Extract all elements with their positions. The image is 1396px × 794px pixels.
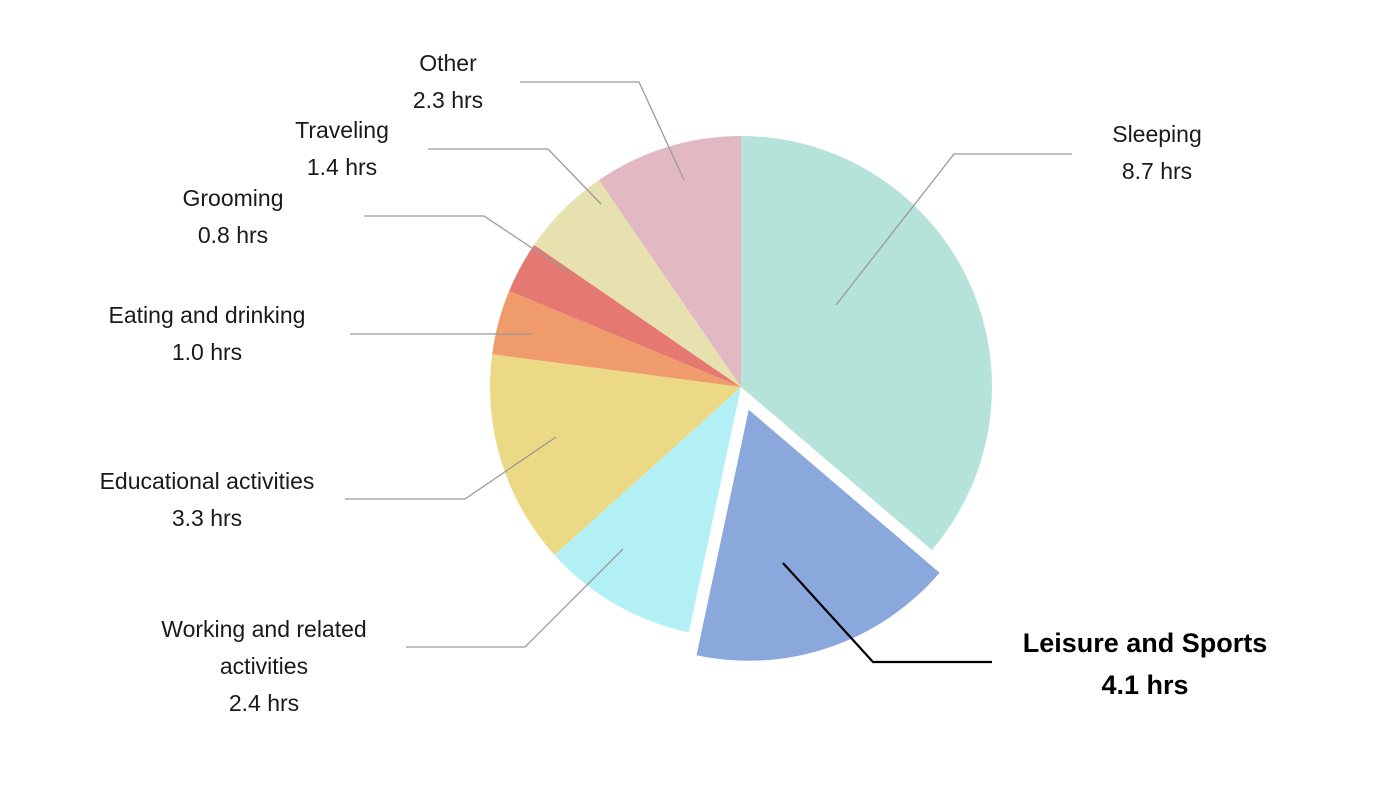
slice-label-eating-and-drinking: Eating and drinking 1.0 hrs [109, 302, 306, 365]
slice-label-traveling: Traveling 1.4 hrs [295, 117, 389, 180]
slice-name: Eating and drinking [109, 302, 306, 328]
slice-label-sleeping: Sleeping 8.7 hrs [1112, 121, 1202, 184]
pie-slice-traveling [534, 180, 741, 387]
pie-slice-sleeping [741, 136, 992, 551]
leader-line-working-and-related-activities [406, 548, 624, 648]
pie-slices [490, 136, 992, 661]
slice-value: 2.4 hrs [229, 690, 299, 716]
slice-name: Working and related [161, 616, 366, 642]
slice-value: 4.1 hrs [1101, 670, 1188, 700]
leader-line-grooming [364, 215, 569, 273]
pie-slice-leisure-and-sports [696, 409, 940, 661]
slice-label-other: Other 2.3 hrs [413, 50, 483, 113]
pie-slice-educational-activities [490, 354, 741, 555]
slice-labels: Sleeping 8.7 hrs Leisure and Sports 4.1 hrs… [100, 50, 1268, 716]
pie-slice-grooming [509, 244, 741, 387]
slice-name: Traveling [295, 117, 389, 143]
slice-name: Other [419, 50, 477, 76]
slice-label-educational-activities: Educational activities 3.3 hrs [100, 468, 315, 531]
slice-value: 8.7 hrs [1122, 158, 1192, 184]
slice-name: Grooming [183, 185, 284, 211]
slice-value: 3.3 hrs [172, 505, 242, 531]
leader-line-sleeping [835, 153, 1072, 306]
slice-name: Sleeping [1112, 121, 1202, 147]
leader-line-traveling [428, 148, 602, 205]
slice-label-grooming: Grooming 0.8 hrs [183, 185, 284, 248]
slice-value: 1.4 hrs [307, 154, 377, 180]
leader-lines [345, 81, 1072, 664]
slice-label-leisure-and-sports: Leisure and Sports 4.1 hrs [1023, 628, 1268, 700]
leader-line-leisure-and-sports [782, 562, 992, 664]
slice-label-working-and-related-activities: Working and related activities 2.4 hrs [161, 616, 366, 716]
slice-name: Educational activities [100, 468, 315, 494]
leader-line-other [520, 81, 685, 181]
slice-value: 2.3 hrs [413, 87, 483, 113]
slice-name: Leisure and Sports [1023, 628, 1268, 658]
slice-name: activities [220, 653, 308, 679]
pie-slice-eating-and-drinking [492, 290, 741, 387]
slice-value: 0.8 hrs [198, 222, 268, 248]
leader-line-educational-activities [345, 436, 557, 500]
slice-value: 1.0 hrs [172, 339, 242, 365]
pie-slice-other [598, 136, 741, 387]
